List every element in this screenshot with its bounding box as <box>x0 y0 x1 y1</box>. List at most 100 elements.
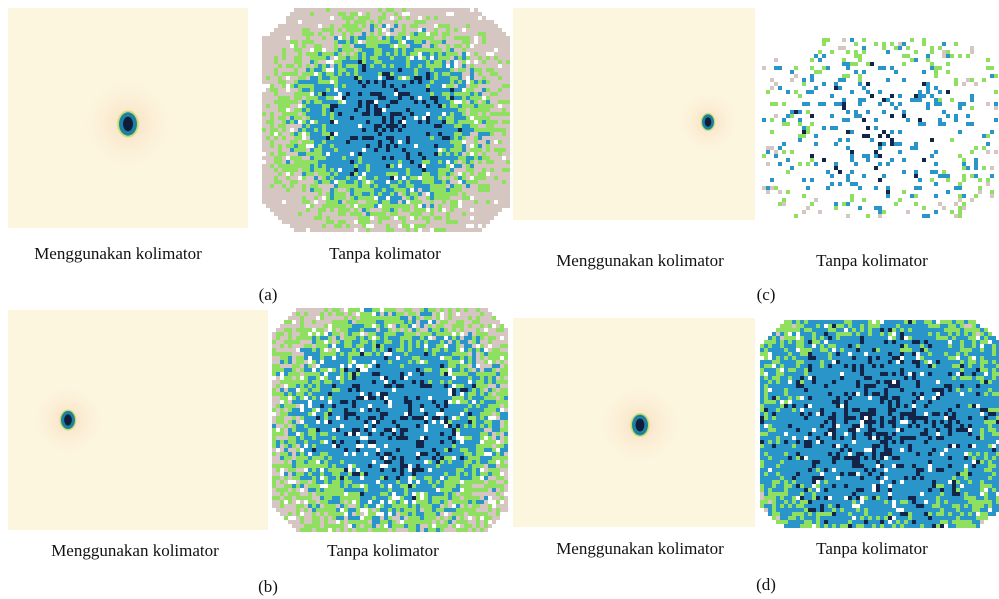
pixel <box>394 212 398 216</box>
pixel <box>390 192 394 196</box>
pixel <box>850 90 854 94</box>
pixel <box>444 352 448 356</box>
pixel <box>422 192 426 196</box>
pixel <box>310 168 314 172</box>
pixel <box>426 56 430 60</box>
pixel <box>336 404 340 408</box>
pixel <box>386 228 390 232</box>
pixel <box>390 172 394 176</box>
pixel <box>290 204 294 208</box>
pixel <box>456 352 460 356</box>
pixel <box>330 36 334 40</box>
pixel <box>862 134 866 138</box>
pixel <box>386 124 390 128</box>
pixel <box>470 100 474 104</box>
pixel <box>336 352 340 356</box>
pixel <box>874 126 878 130</box>
pixel <box>492 340 496 344</box>
pixel <box>304 400 308 404</box>
pixel <box>786 190 790 194</box>
pixel <box>470 96 474 100</box>
pixel <box>388 308 392 312</box>
pixel <box>300 348 304 352</box>
pixel <box>362 104 366 108</box>
pixel <box>374 180 378 184</box>
pixel <box>434 92 438 96</box>
pixel <box>322 160 326 164</box>
pixel <box>966 166 970 170</box>
pixel <box>942 110 946 114</box>
pixel <box>278 208 282 212</box>
pixel <box>336 400 340 404</box>
pixel <box>460 404 464 408</box>
pixel <box>382 172 386 176</box>
pixel <box>404 396 408 400</box>
pixel <box>448 332 452 336</box>
pixel <box>314 92 318 96</box>
pixel <box>498 108 502 112</box>
pixel <box>802 102 806 106</box>
pixel <box>296 308 300 312</box>
pixel <box>488 340 492 344</box>
pixel <box>866 126 870 130</box>
pixel <box>414 152 418 156</box>
pixel <box>466 72 470 76</box>
pixel <box>366 176 370 180</box>
pixel <box>408 388 412 392</box>
pixel <box>302 72 306 76</box>
pixel <box>378 224 382 228</box>
pixel <box>482 84 486 88</box>
pixel <box>442 196 446 200</box>
pixel <box>286 188 290 192</box>
pixel <box>262 168 266 172</box>
pixel <box>502 48 506 52</box>
pixel <box>448 324 452 328</box>
pixel <box>458 196 462 200</box>
pixel <box>384 404 388 408</box>
pixel <box>292 352 296 356</box>
pixel <box>280 356 284 360</box>
pixel <box>958 106 962 110</box>
pixel <box>334 220 338 224</box>
pixel <box>398 56 402 60</box>
pixel <box>334 60 338 64</box>
pixel <box>446 172 450 176</box>
pixel <box>438 224 442 228</box>
pixel <box>288 348 292 352</box>
pixel <box>506 200 510 204</box>
pixel <box>366 228 370 232</box>
pixel <box>434 216 438 220</box>
pixel <box>494 92 498 96</box>
pixel <box>392 376 396 380</box>
pixel <box>886 78 890 82</box>
pixel <box>342 136 346 140</box>
pixel <box>490 188 494 192</box>
pixel <box>298 56 302 60</box>
pixel <box>346 204 350 208</box>
pixel <box>462 12 466 16</box>
pixel <box>348 380 352 384</box>
pixel <box>412 396 416 400</box>
pixel <box>294 228 298 232</box>
pixel <box>332 316 336 320</box>
pixel <box>408 384 412 388</box>
pixel <box>318 84 322 88</box>
pixel <box>446 108 450 112</box>
pixel <box>340 360 344 364</box>
pixel <box>354 116 358 120</box>
pixel <box>356 404 360 408</box>
pixel <box>858 74 862 78</box>
pixel <box>470 52 474 56</box>
pixel <box>286 72 290 76</box>
pixel <box>358 192 362 196</box>
pixel <box>334 84 338 88</box>
pixel <box>822 82 826 86</box>
pixel <box>910 38 914 42</box>
pixel <box>306 44 310 48</box>
pixel <box>372 328 376 332</box>
pixel <box>342 28 346 32</box>
pixel <box>314 192 318 196</box>
pixel <box>412 308 416 312</box>
pixel <box>504 336 508 340</box>
pixel <box>478 116 482 120</box>
